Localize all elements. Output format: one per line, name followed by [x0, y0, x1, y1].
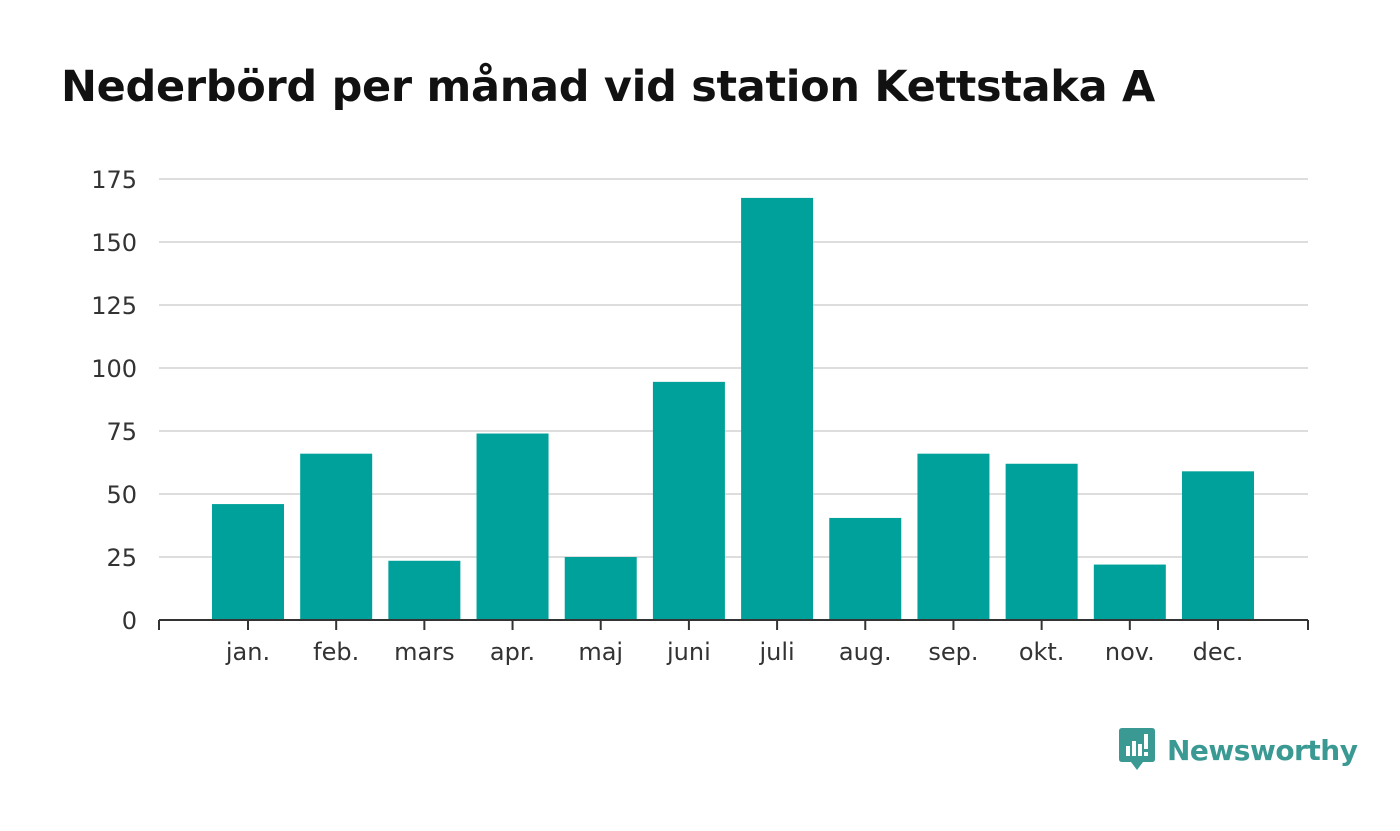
- bar-dec: [1182, 471, 1254, 620]
- bar-sep: [917, 453, 990, 620]
- newsworthy-logo-icon: [1119, 728, 1155, 770]
- bar-apr: [476, 433, 549, 620]
- x-tick-label: apr.: [490, 638, 535, 666]
- y-tick-label: 75: [106, 418, 137, 446]
- x-tick-label: aug.: [839, 638, 892, 666]
- y-axis-labels: 0 25 50 75 100 125 150 175: [91, 166, 137, 635]
- x-tick-label: okt.: [1019, 638, 1065, 666]
- bar-mars: [388, 560, 461, 620]
- x-axis-ticks: [158, 620, 1309, 630]
- bar-feb: [300, 453, 373, 620]
- brand-logo: Newsworthy: [1119, 727, 1358, 773]
- chart-title: Nederbörd per månad vid station Kettstak…: [61, 62, 1155, 112]
- y-tick-label: 100: [91, 355, 137, 383]
- bar-jan: [212, 504, 284, 620]
- bar-juli: [741, 197, 814, 620]
- x-axis-labels: jan. feb. mars apr. maj juni juli aug. sep. okt. n…: [225, 638, 1244, 666]
- bar-nov: [1093, 564, 1166, 620]
- bar-okt: [1005, 463, 1078, 620]
- x-tick-label: dec.: [1193, 638, 1244, 666]
- x-tick-label: mars: [394, 638, 454, 666]
- x-tick-label: sep.: [928, 638, 978, 666]
- bar-juni: [652, 381, 725, 620]
- x-tick-label: feb.: [313, 638, 359, 666]
- x-tick-label: juni: [666, 638, 711, 666]
- brand-name: Newsworthy: [1167, 733, 1358, 767]
- y-tick-label: 150: [91, 229, 137, 257]
- y-tick-label: 0: [122, 607, 137, 635]
- bars: [212, 197, 1254, 620]
- y-tick-label: 175: [91, 166, 137, 194]
- y-tick-label: 50: [106, 481, 137, 509]
- x-tick-label: maj: [578, 638, 623, 666]
- x-tick-label: nov.: [1105, 638, 1155, 666]
- x-tick-label: jan.: [225, 638, 270, 666]
- y-tick-label: 25: [106, 544, 137, 572]
- y-tick-label: 125: [91, 292, 137, 320]
- bar-maj: [564, 557, 637, 620]
- bar-aug: [829, 517, 902, 620]
- x-tick-label: juli: [758, 638, 794, 666]
